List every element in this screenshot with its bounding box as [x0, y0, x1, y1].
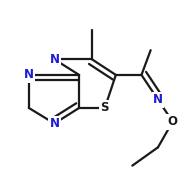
Text: N: N: [49, 117, 59, 130]
Text: N: N: [24, 68, 34, 81]
Text: O: O: [168, 115, 178, 128]
Text: S: S: [101, 101, 109, 114]
Text: N: N: [153, 93, 163, 106]
Text: N: N: [49, 53, 59, 66]
